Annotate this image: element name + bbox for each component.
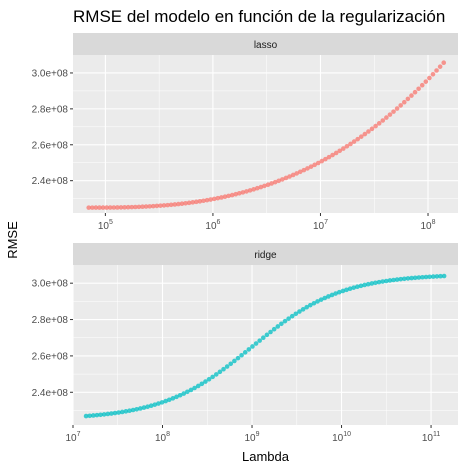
data-point-lasso xyxy=(402,100,407,105)
x-tick-label-base: 10 xyxy=(245,433,257,444)
y-tick-label: 2.4e+08 xyxy=(32,388,69,399)
data-point-ridge xyxy=(265,333,270,338)
x-tick-label-base: 10 xyxy=(98,221,110,232)
x-axis-label: Lambda xyxy=(242,449,290,464)
x-tick-label: 107 xyxy=(313,219,328,232)
x-tick-label-exponent: 8 xyxy=(432,219,436,226)
panel-ridge-strip-label: ridge xyxy=(254,250,277,261)
x-tick-label-exponent: 8 xyxy=(166,431,170,438)
x-tick-label: 108 xyxy=(421,219,436,232)
data-point-ridge xyxy=(254,341,259,346)
x-tick-label-base: 10 xyxy=(155,433,167,444)
data-point-lasso xyxy=(395,106,400,111)
panel-lasso-strip-label: lasso xyxy=(254,40,278,51)
data-point-lasso xyxy=(427,76,432,81)
x-tick-label-exponent: 10 xyxy=(343,431,351,438)
data-point-lasso xyxy=(384,115,389,120)
x-tick-label: 1010 xyxy=(332,431,351,444)
x-tick-label: 108 xyxy=(155,431,170,444)
data-point-lasso xyxy=(413,90,418,95)
panel-lasso: lasso 2.4e+082.6e+082.8e+083.0e+08 10510… xyxy=(32,33,458,232)
data-point-ridge xyxy=(243,350,248,355)
x-tick-label-base: 10 xyxy=(332,433,344,444)
data-point-ridge xyxy=(442,274,447,279)
x-tick-label-base: 10 xyxy=(65,433,77,444)
data-point-lasso xyxy=(409,93,414,98)
y-tick-label: 2.8e+08 xyxy=(32,315,69,326)
y-tick-label: 3.0e+08 xyxy=(32,68,69,79)
data-point-lasso xyxy=(380,118,385,123)
data-point-ridge xyxy=(257,338,262,343)
x-tick-label: 107 xyxy=(65,431,80,444)
data-point-lasso xyxy=(431,72,436,77)
data-point-lasso xyxy=(441,60,446,65)
y-tick-label: 2.6e+08 xyxy=(32,140,69,151)
data-point-ridge xyxy=(261,335,266,340)
data-point-ridge xyxy=(247,347,252,352)
chart-title: RMSE del modelo en función de la regular… xyxy=(73,7,445,26)
data-point-ridge xyxy=(239,353,244,358)
x-tick-label: 1011 xyxy=(422,431,440,444)
x-tick-label: 106 xyxy=(205,219,220,232)
data-point-lasso xyxy=(377,121,382,126)
y-tick-label: 2.4e+08 xyxy=(32,176,69,187)
y-tick-label: 3.0e+08 xyxy=(32,279,69,290)
data-point-lasso xyxy=(416,86,421,91)
data-point-lasso xyxy=(388,112,393,117)
data-point-ridge xyxy=(232,359,237,364)
data-point-ridge xyxy=(272,327,277,332)
data-point-ridge xyxy=(228,361,233,366)
x-tick-label-base: 10 xyxy=(422,433,434,444)
data-point-lasso xyxy=(420,83,425,88)
x-tick-label-base: 10 xyxy=(313,221,325,232)
data-point-ridge xyxy=(268,330,273,335)
x-tick-label-exponent: 7 xyxy=(77,431,81,438)
data-point-ridge xyxy=(250,344,255,349)
x-tick-label: 105 xyxy=(98,219,113,232)
data-point-lasso xyxy=(398,103,403,108)
x-tick-label-exponent: 6 xyxy=(217,219,221,226)
panel-lasso-y-axis: 2.4e+08 2.6e+08 2.8e+08 3.0e+08 xyxy=(32,68,73,187)
data-point-ridge xyxy=(236,356,241,361)
data-point-lasso xyxy=(438,64,443,69)
x-tick-label-base: 10 xyxy=(205,221,217,232)
x-tick-label-exponent: 7 xyxy=(324,219,328,226)
data-point-lasso xyxy=(434,68,439,73)
x-tick-label-exponent: 9 xyxy=(256,431,260,438)
panel-ridge-x-axis: 10710810910101011 xyxy=(65,425,440,444)
panel-lasso-x-axis: 105106107108 xyxy=(98,213,436,232)
x-tick-label-exponent: 5 xyxy=(109,219,113,226)
data-point-lasso xyxy=(406,97,411,102)
panel-ridge: ridge 2.4e+082.6e+082.8e+083.0e+08 10710… xyxy=(32,243,458,444)
y-tick-label: 2.6e+08 xyxy=(32,351,69,362)
panel-ridge-background xyxy=(73,265,458,425)
y-axis-label: RMSE xyxy=(5,221,20,259)
panel-ridge-y-axis: 2.4e+08 2.6e+08 2.8e+08 3.0e+08 xyxy=(32,279,73,399)
panel-lasso-background xyxy=(73,55,458,213)
y-tick-label: 2.8e+08 xyxy=(32,104,69,115)
data-point-ridge xyxy=(225,364,230,369)
data-point-lasso xyxy=(424,79,429,84)
data-point-lasso xyxy=(391,109,396,114)
x-tick-label-exponent: 11 xyxy=(433,431,440,438)
x-tick-label: 109 xyxy=(245,431,260,444)
x-tick-label-base: 10 xyxy=(421,221,433,232)
